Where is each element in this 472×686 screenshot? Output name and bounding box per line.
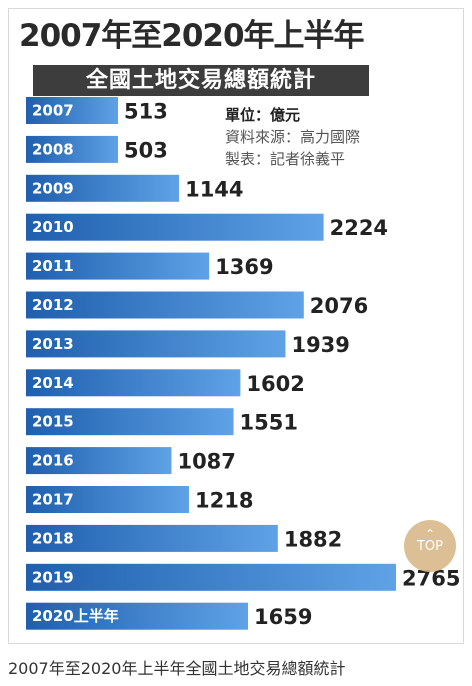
bar-category-label: 2009 [32,179,74,197]
bar-category-label: 2010 [32,218,74,236]
bar-value-label: 1939 [291,333,349,357]
chart-legend: 單位：億元 資料來源：高力國際 製表：記者徐義平 [225,104,360,170]
image-caption: 2007年至2020年上半年全國土地交易總額統計 [8,659,346,678]
bar-value-label: 1602 [246,372,304,396]
bar-category-label: 2013 [32,335,74,353]
bar-2016 [26,447,172,475]
bar-category-label: 2014 [32,374,74,392]
bar-category-label: 2016 [32,452,74,470]
bar-category-label: 2020上半年 [32,607,119,625]
bar-category-label: 2011 [32,257,74,275]
chart-title: 2007年至2020年上半年 [19,18,365,54]
bar-2009 [26,174,180,202]
bar-2020上半年 [26,602,248,630]
bar-2018 [26,524,278,552]
bar-2015 [26,408,234,436]
bar-value-label: 1218 [195,489,253,513]
bar-value-label: 1144 [185,177,243,201]
bar-2017 [26,486,189,513]
bar-category-label: 2007 [32,102,74,120]
bar-2008 [26,135,118,163]
bar-value-label: 1659 [254,605,312,629]
bar-value-label: 1551 [240,411,298,435]
bar-value-label: 2224 [330,216,388,240]
bars-layer: 2007 513 2008 503 2009 1144 2010 2224 2011 1369 20… [26,97,460,630]
bar-value-label: 1882 [284,527,342,551]
maker-label: 製表：記者徐義平 [225,150,346,168]
bar-category-label: 2017 [32,491,74,509]
source-label: 資料來源：高力國際 [225,128,361,146]
bar-category-label: 2015 [32,413,74,431]
bar-value-label: 503 [124,138,168,162]
bar-2010 [26,213,324,241]
bar-category-label: 2018 [32,529,74,547]
bar-value-label: 2076 [310,294,368,318]
bar-value-label: 1369 [215,255,273,279]
unit-label: 單位：億元 [225,106,301,124]
bar-2013 [26,330,286,358]
bar-value-label: 513 [124,100,168,124]
bar-category-label: 2019 [32,568,74,586]
chevron-up-icon: ⌃ [424,527,436,541]
bar-category-label: 2012 [32,296,74,314]
bar-2011 [26,252,210,280]
bar-2012 [26,291,304,319]
chart-subtitle: 全國土地交易總額統計 [33,65,369,96]
top-button[interactable]: ⌃ TOP [404,520,456,572]
bar-category-label: 2008 [32,140,74,158]
bar-chart: 2007 513 2008 503 2009 1144 2010 2224 2011 1369 20… [26,97,460,630]
top-button-label: TOP [416,539,443,554]
bar-2019 [26,563,396,591]
bar-2007 [26,97,118,124]
bar-2014 [26,369,241,397]
bar-value-label: 1087 [177,450,235,474]
